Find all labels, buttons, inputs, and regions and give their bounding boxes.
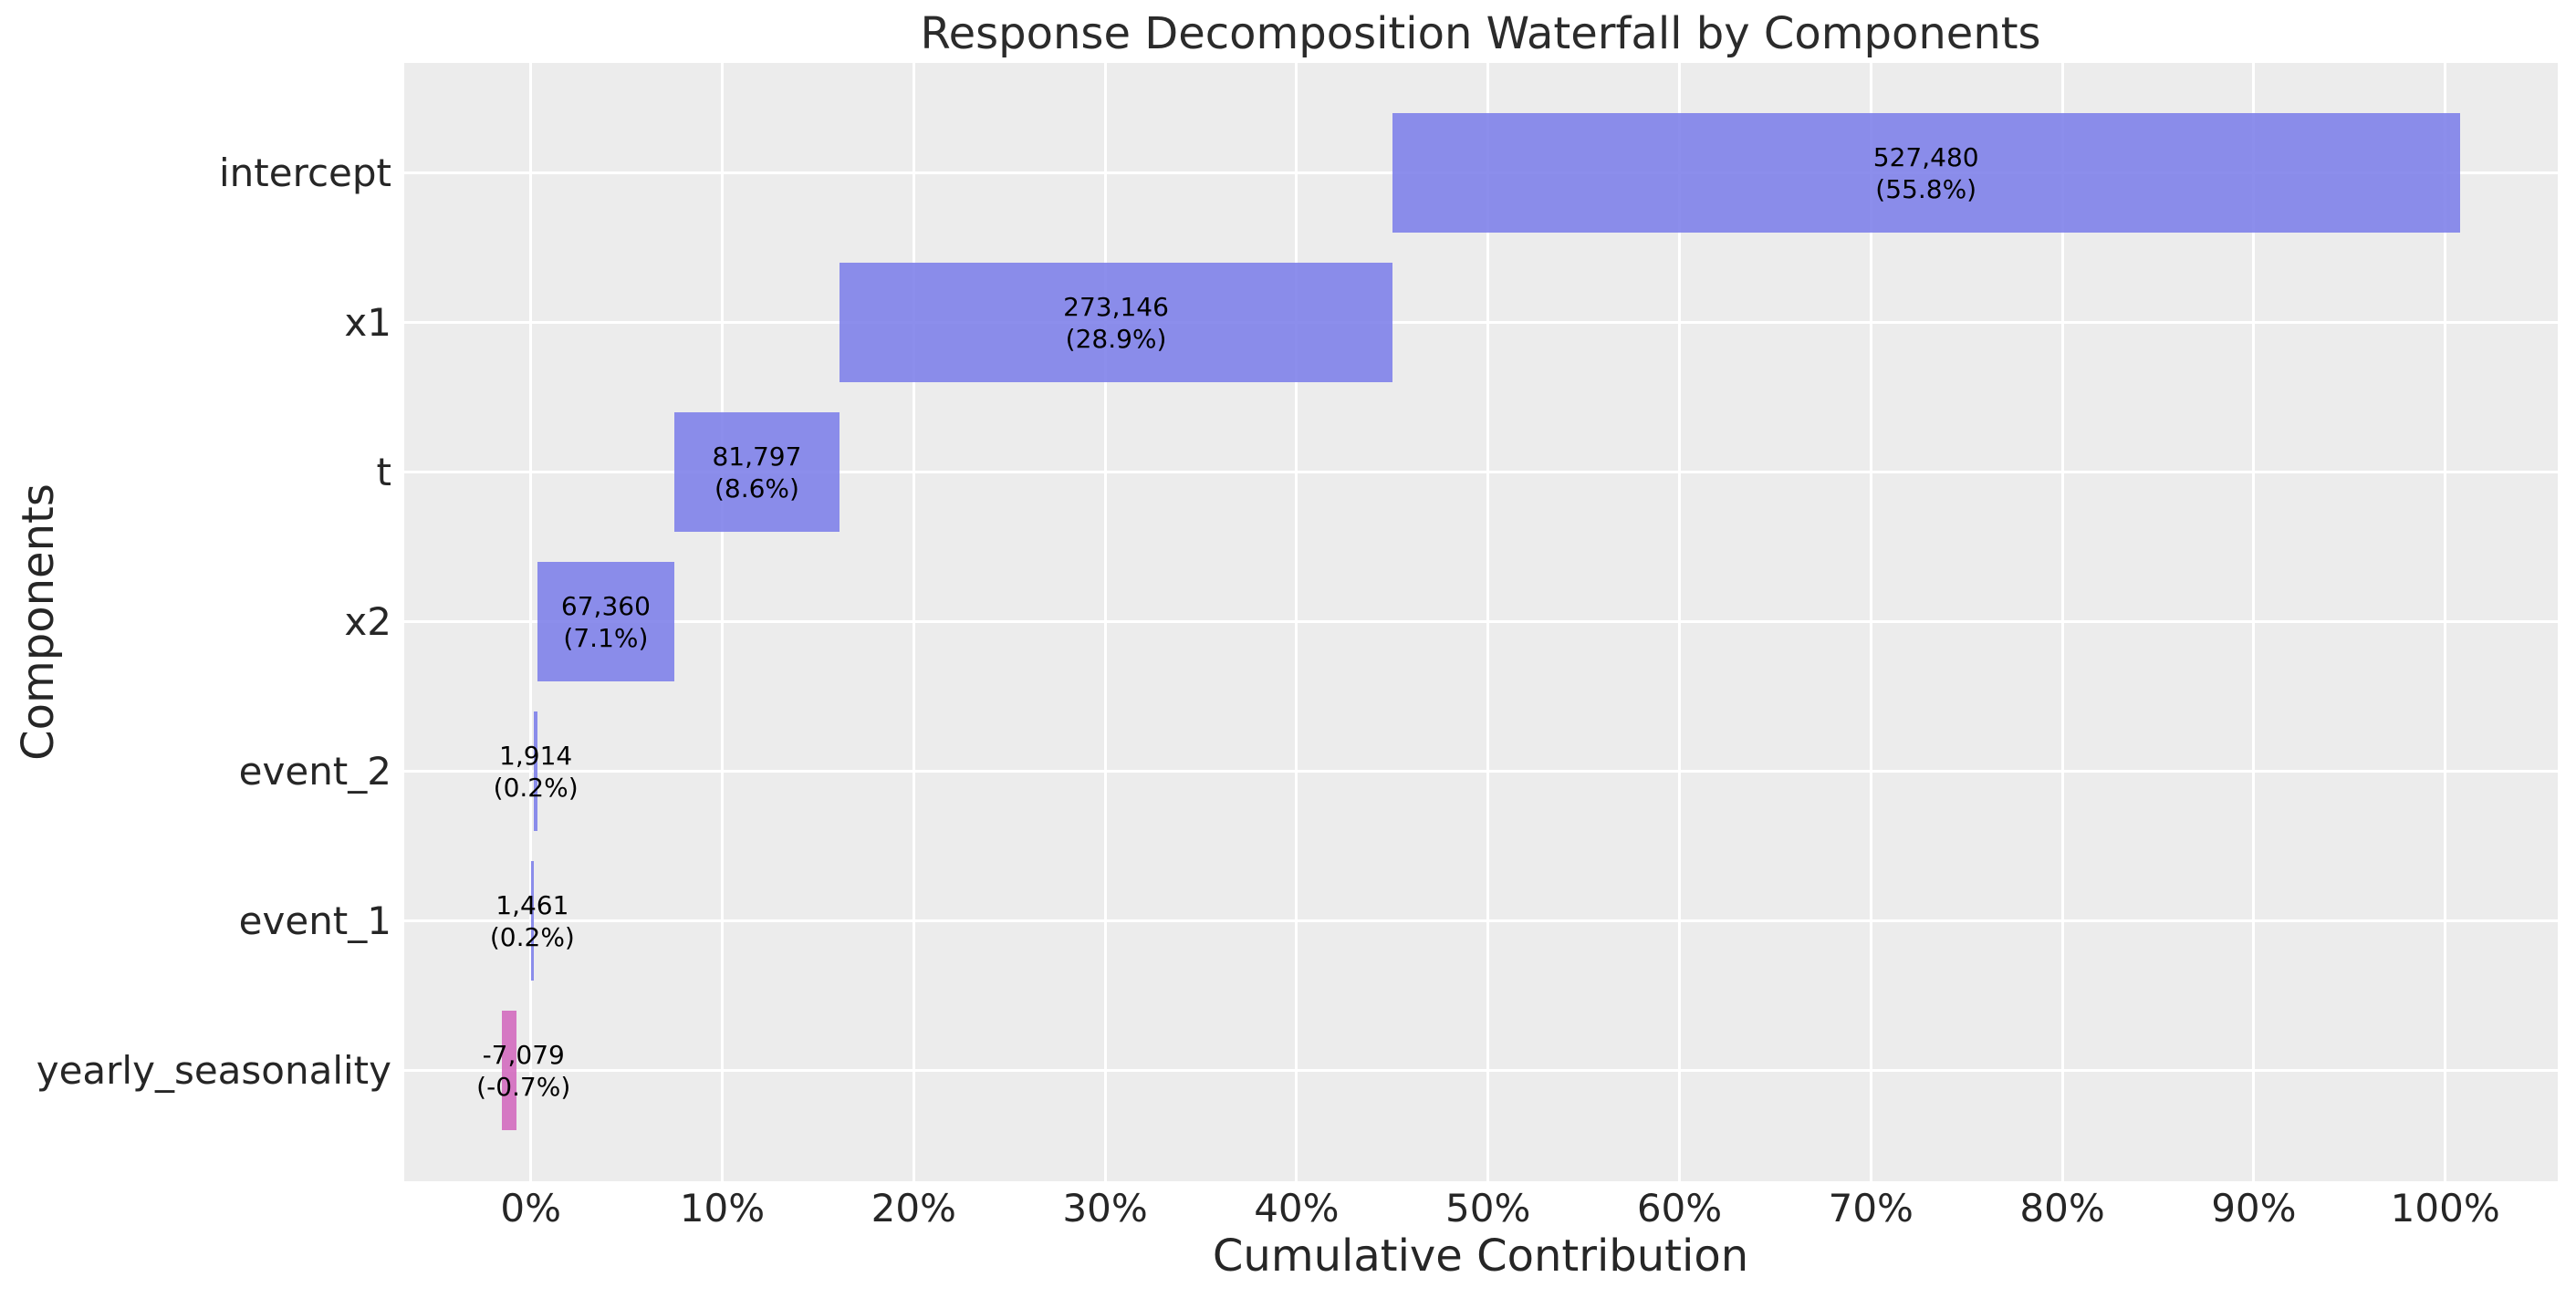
bar-percent-text: (28.9%) bbox=[1065, 323, 1167, 354]
waterfall-bar-event_2 bbox=[533, 711, 538, 832]
vertical-gridline bbox=[1295, 62, 1298, 1182]
vertical-gridline bbox=[529, 62, 533, 1182]
bar-value-text: 67,360 bbox=[560, 590, 651, 621]
horizontal-gridline bbox=[404, 919, 2558, 923]
vertical-gridline bbox=[2060, 62, 2064, 1182]
x-tick-label: 90% bbox=[2211, 1186, 2297, 1231]
horizontal-gridline bbox=[404, 770, 2558, 774]
bar-value-label-event_1: 1,461 (0.2%) bbox=[490, 889, 575, 953]
bar-value-text: -7,079 bbox=[482, 1039, 565, 1070]
y-tick-label-x2: x2 bbox=[344, 599, 391, 644]
bar-percent-text: (0.2%) bbox=[489, 921, 575, 952]
waterfall-bar-x2 bbox=[537, 562, 674, 682]
x-tick-label: 30% bbox=[1062, 1186, 1148, 1231]
y-axis-label: Components bbox=[13, 483, 64, 761]
plot-area: 527,480 (55.8%) 273,146 (28.9%) 81,797 (8.6%)… bbox=[404, 62, 2558, 1182]
chart-title-text: Response Decomposition Waterfall by Comp… bbox=[920, 8, 2041, 59]
bar-value-label-x2: 67,360 (7.1%) bbox=[561, 590, 651, 654]
bar-percent-text: (0.2%) bbox=[493, 772, 579, 803]
vertical-gridline bbox=[2444, 62, 2447, 1182]
bar-value-text: 1,461 bbox=[495, 889, 569, 920]
vertical-gridline bbox=[1103, 62, 1107, 1182]
horizontal-gridline bbox=[404, 321, 2558, 325]
waterfall-bar-intercept bbox=[1392, 113, 2460, 234]
bar-value-text: 1,914 bbox=[499, 740, 573, 771]
x-tick-label: 10% bbox=[679, 1186, 766, 1231]
y-tick-label-x1: x1 bbox=[344, 300, 391, 345]
x-tick-label: 60% bbox=[1636, 1186, 1723, 1231]
horizontal-gridline bbox=[404, 471, 2558, 474]
y-tick-label-intercept: intercept bbox=[219, 151, 391, 195]
x-tick-label: 70% bbox=[1828, 1186, 1914, 1231]
vertical-gridline bbox=[1677, 62, 1681, 1182]
bar-percent-text: (7.1%) bbox=[563, 622, 649, 653]
bar-value-text: 527,480 bbox=[1872, 141, 1979, 172]
x-tick-label: 50% bbox=[1445, 1186, 1531, 1231]
waterfall-bar-event_1 bbox=[530, 861, 534, 981]
bar-value-label-event_2: 1,914 (0.2%) bbox=[494, 740, 579, 804]
x-axis-label: Cumulative Contribution bbox=[0, 1230, 2576, 1282]
waterfall-bar-t bbox=[673, 412, 840, 533]
bar-value-text: 81,797 bbox=[712, 441, 802, 472]
vertical-gridline bbox=[912, 62, 915, 1182]
vertical-gridline bbox=[720, 62, 724, 1182]
waterfall-bar-yearly_seasonality bbox=[502, 1011, 516, 1131]
bar-value-label-intercept: 527,480 (55.8%) bbox=[1873, 141, 1979, 205]
bar-value-text: 273,146 bbox=[1063, 291, 1169, 322]
vertical-gridline bbox=[1486, 62, 1490, 1182]
x-tick-label: 20% bbox=[871, 1186, 956, 1231]
bar-percent-text: (55.8%) bbox=[1875, 173, 1977, 204]
x-axis-label-text: Cumulative Contribution bbox=[1212, 1231, 1749, 1282]
bar-value-label-yearly_seasonality: -7,079 (-0.7%) bbox=[476, 1039, 570, 1103]
y-tick-label-event_1: event_1 bbox=[238, 898, 391, 943]
bar-percent-text: (-0.7%) bbox=[476, 1071, 571, 1102]
vertical-gridline bbox=[2252, 62, 2256, 1182]
y-tick-label-t: t bbox=[376, 450, 391, 494]
horizontal-gridline bbox=[404, 620, 2558, 624]
horizontal-gridline bbox=[404, 1069, 2558, 1073]
chart-title: Response Decomposition Waterfall by Comp… bbox=[0, 7, 2576, 60]
x-tick-label: 100% bbox=[2390, 1186, 2500, 1231]
x-tick-label: 80% bbox=[2019, 1186, 2105, 1231]
vertical-gridline bbox=[1869, 62, 1872, 1182]
y-tick-label-yearly_seasonality: yearly_seasonality bbox=[36, 1048, 391, 1093]
bar-value-label-t: 81,797 (8.6%) bbox=[712, 441, 801, 504]
bar-value-label-x1: 273,146 (28.9%) bbox=[1063, 291, 1169, 355]
y-tick-label-event_2: event_2 bbox=[238, 749, 391, 794]
x-tick-label: 40% bbox=[1254, 1186, 1340, 1231]
waterfall-bar-x1 bbox=[840, 263, 1392, 383]
bar-percent-text: (8.6%) bbox=[714, 472, 799, 504]
x-tick-label: 0% bbox=[500, 1186, 562, 1231]
